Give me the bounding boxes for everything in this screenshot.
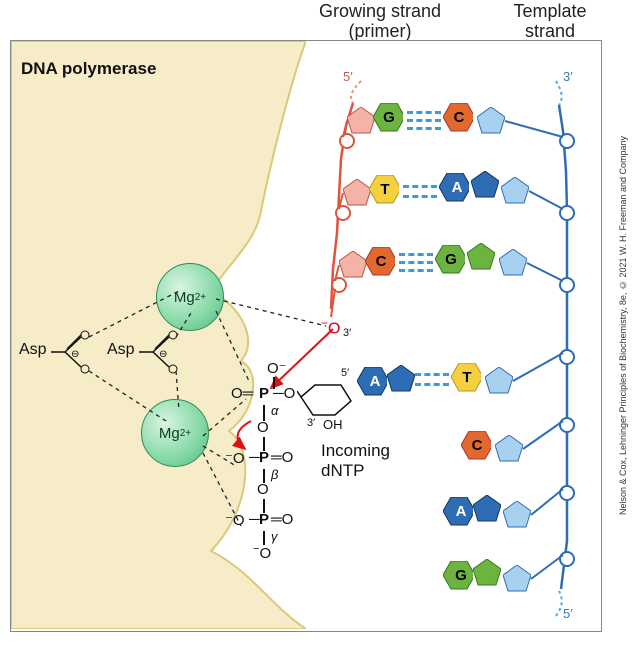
gamma-terminal-O: −O (253, 543, 271, 562)
alpha-P: P (259, 385, 269, 402)
beta-label: β (271, 467, 278, 482)
template-base-label-1: C (444, 109, 474, 126)
label-growing-strand: Growing strand (primer) (290, 2, 470, 42)
gamma-label: γ (271, 529, 278, 544)
primer-sugar-3 (339, 251, 367, 279)
template-sugar-1 (477, 107, 505, 135)
template-base-label-C: C (462, 437, 492, 454)
alpha-double-O: O═ (231, 385, 253, 402)
label-template-strand: Template strand (490, 2, 610, 42)
template-base-label-T: T (452, 369, 482, 386)
template-sugar-G-unp (503, 565, 531, 593)
template-sugar-C (495, 435, 523, 463)
svg-text:⊖: ⊖ (71, 349, 79, 360)
beta-P: P (259, 449, 269, 466)
template-sugar-T (485, 367, 513, 395)
mg-ion-top: Mg2+ (156, 263, 224, 331)
primer-base-label-1: G (374, 109, 404, 126)
template-purine-ring-2 (471, 171, 499, 199)
alpha-label: α (271, 403, 278, 418)
beta-neg-O: ⁻O (225, 449, 245, 467)
alpha-beta-O: O (257, 419, 269, 436)
template-purine-G-unp (473, 559, 501, 587)
mg-ion-bottom: Mg2+ (141, 399, 209, 467)
primer-base-label-2: T (370, 181, 400, 198)
beta-double-O: ═O (271, 449, 293, 466)
template-base-label-A-unp: A (446, 503, 476, 520)
template-sugar-2 (501, 177, 529, 205)
incoming-3prime: 3′ (307, 417, 315, 429)
diagram-frame: DNA polymerase Mg2+ Mg2+ Asp ⊖ Asp ⊖ (10, 40, 602, 632)
primer-base-label-3: C (366, 253, 396, 270)
copyright-credit: Nelson & Cox, Lehninger Principles of Bi… (618, 20, 632, 630)
svg-text:⊖: ⊖ (159, 349, 167, 360)
asp-residue-1: Asp (19, 341, 47, 359)
primer-3prime-sub: 3′ (343, 327, 351, 339)
alpha-P-O-bond: ─O (273, 385, 295, 402)
primer-3prime-O: −O (321, 316, 340, 338)
incoming-5prime: 5′ (341, 367, 349, 379)
template-base-label-2: A (442, 179, 472, 196)
incoming-base-label: A (360, 373, 390, 390)
primer-sugar-1 (347, 107, 375, 135)
template-base-label-G-unp: G (446, 567, 476, 584)
primer-sugar-2 (343, 179, 371, 207)
gamma-double-O: ═O (271, 511, 293, 528)
dna-polymerase-label: DNA polymerase (21, 59, 156, 79)
asp-carboxyl-1: ⊖ (51, 329, 103, 375)
template-3prime-label: 3′ (563, 69, 573, 84)
template-sugar-3 (499, 249, 527, 277)
incoming-dntp-label: Incoming dNTP (321, 441, 390, 481)
incoming-purine-ring (387, 365, 415, 393)
gamma-P: P (259, 511, 269, 528)
gamma-neg-O: ⁻O (225, 511, 245, 529)
template-purine-ring-3 (467, 243, 495, 271)
beta-gamma-O: O (257, 481, 269, 498)
template-base-label-3: G (436, 251, 466, 268)
template-purine-A-unp (473, 495, 501, 523)
template-sugar-A-unp (503, 501, 531, 529)
primer-5prime-label: 5′ (343, 69, 353, 84)
incoming-OH: OH (323, 417, 343, 432)
asp-carboxyl-2: ⊖ (139, 329, 191, 375)
alpha-O-minus: O⁻ (267, 359, 287, 377)
template-5prime-label: 5′ (563, 606, 573, 621)
asp-residue-2: Asp (107, 341, 135, 359)
